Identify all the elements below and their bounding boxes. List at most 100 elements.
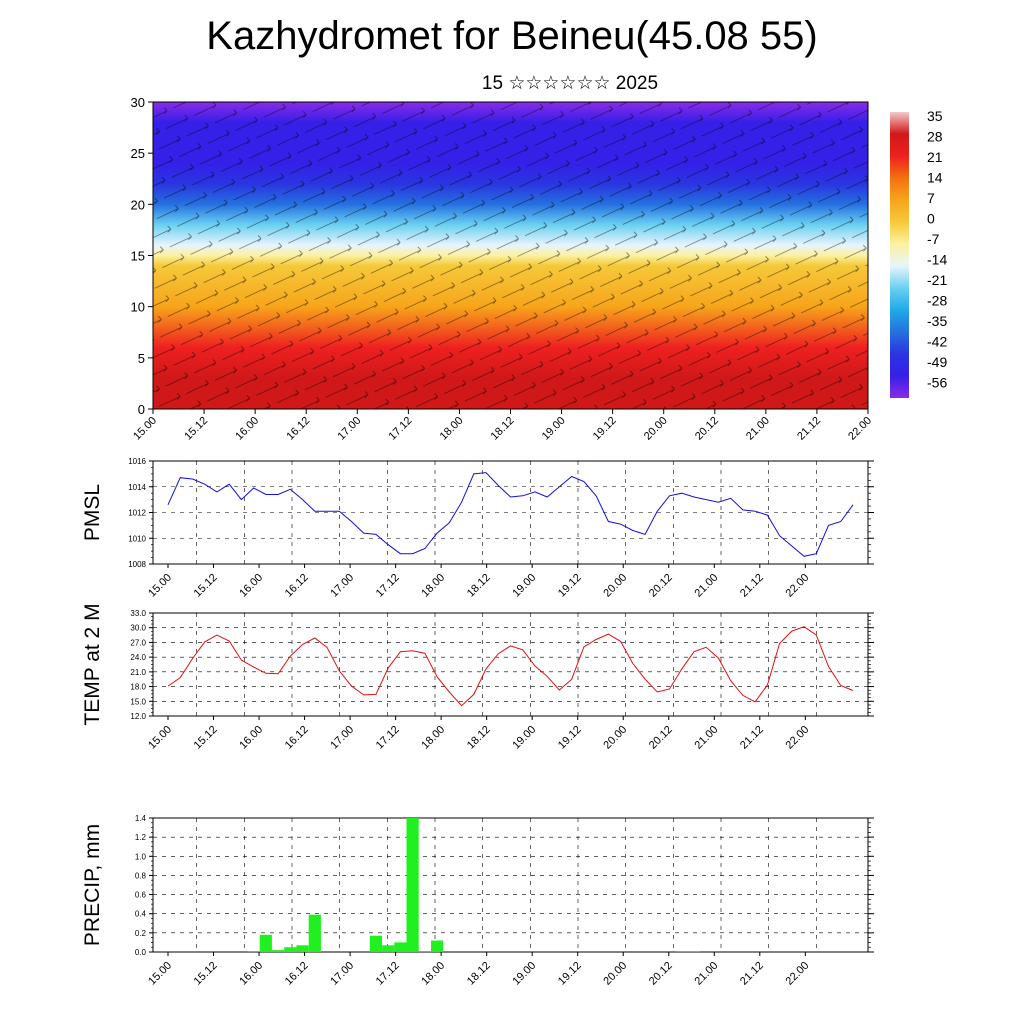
panel-frame xyxy=(152,612,869,717)
x-tick-label: 18.12 xyxy=(465,572,493,600)
panel-frame xyxy=(152,817,869,953)
y-tick-label: 0.2 xyxy=(135,929,147,938)
wind-barbs-overlay xyxy=(153,102,868,409)
x-tick-label: 17.00 xyxy=(328,960,356,988)
x-tick-label: 17.12 xyxy=(374,724,402,752)
y-tick-label: 33.0 xyxy=(130,609,146,618)
x-tick-label: 17.00 xyxy=(335,415,363,443)
y-tick-label: 18.0 xyxy=(130,683,146,692)
cross-section-panel: 0 5 10 15 20 25 30 15.00 15.12 16.00 16.12 17.00 17… xyxy=(131,95,875,443)
y-tick-label: 30 xyxy=(131,95,145,110)
x-tick-label: 17.12 xyxy=(374,572,402,600)
y-tick-label: 1.2 xyxy=(135,833,147,842)
colorbar-label: -49 xyxy=(927,354,947,370)
precip-bar xyxy=(687,951,701,952)
x-tick-label: 21.00 xyxy=(744,415,772,443)
x-tick-label: 15.00 xyxy=(146,572,174,600)
colorbar-label: -35 xyxy=(927,313,947,329)
y-tick-label: 15.0 xyxy=(130,697,146,706)
page-title: Kazhydromet for Beineu(45.08 55) xyxy=(206,14,818,58)
x-tick-label: 20.12 xyxy=(693,415,721,443)
x-tick-label: 15.00 xyxy=(146,960,174,988)
cross-section-y-axis: 0 5 10 15 20 25 30 xyxy=(131,95,153,417)
x-tick-label: 20.00 xyxy=(601,572,629,600)
colorbar-ramp xyxy=(890,112,909,398)
y-tick-label: 0 xyxy=(138,402,145,417)
x-tick-label: 21.12 xyxy=(738,572,766,600)
x-tick-label: 19.12 xyxy=(556,960,584,988)
x-tick-label: 19.12 xyxy=(591,415,619,443)
x-tick-label: 21.12 xyxy=(795,415,823,443)
y-tick-label: 5 xyxy=(138,351,145,366)
x-tick-label: 18.00 xyxy=(419,572,447,600)
y-tick-label: 24.0 xyxy=(130,653,146,662)
x-tick-label: 15.12 xyxy=(192,724,220,752)
x-tick-label: 16.12 xyxy=(284,415,312,443)
x-tick-label: 19.12 xyxy=(556,572,584,600)
x-tick-label: 15.12 xyxy=(182,415,210,443)
y-tick-label: 1008 xyxy=(128,560,146,569)
precip-bar xyxy=(406,818,419,952)
y-tick-label: 21.0 xyxy=(130,668,146,677)
x-tick-label: 22.00 xyxy=(846,415,874,443)
x-tick-label: 15.00 xyxy=(146,724,174,752)
x-tick-label: 20.00 xyxy=(601,960,629,988)
precip-bar xyxy=(394,942,407,952)
x-tick-label: 18.00 xyxy=(419,960,447,988)
precip-bar xyxy=(247,951,260,952)
x-tick-label: 17.00 xyxy=(328,572,356,600)
precip-bar xyxy=(259,934,272,952)
x-tick-label: 22.00 xyxy=(784,724,812,752)
x-tick-label: 20.00 xyxy=(601,724,629,752)
y-tick-label: 30.0 xyxy=(130,624,146,633)
x-tick-label: 19.12 xyxy=(556,724,584,752)
precip-bar xyxy=(296,945,309,952)
x-tick-label: 21.00 xyxy=(692,572,720,600)
x-tick-label: 21.12 xyxy=(738,724,766,752)
x-tick-label: 16.12 xyxy=(283,572,311,600)
x-tick-label: 17.12 xyxy=(387,415,415,443)
y-tick-label: 1014 xyxy=(128,483,146,492)
x-tick-label: 18.00 xyxy=(419,724,447,752)
precip-bar xyxy=(308,914,321,952)
precip-bar xyxy=(382,945,395,952)
pmsl-series-line xyxy=(167,472,854,557)
y-tick-label: 1.4 xyxy=(135,814,147,823)
y-tick-label: 1012 xyxy=(128,509,146,518)
y-tick-label: 0.4 xyxy=(135,910,147,919)
colorbar-label: 28 xyxy=(927,129,943,145)
x-tick-label: 16.12 xyxy=(283,724,311,752)
precip-bar xyxy=(431,940,444,952)
temp-series-line xyxy=(167,626,854,707)
x-tick-label: 15.00 xyxy=(131,415,159,443)
cross-section-x-axis: 15.00 15.12 16.00 16.12 17.00 17.12 18.00 18.12… xyxy=(131,409,874,443)
colorbar-label: -56 xyxy=(927,375,947,391)
pmsl-panel: 1008 1010 1012 1014 1016 15.00 15.12 16.00 16.12… xyxy=(81,457,874,600)
y-tick-label: 0.6 xyxy=(135,891,147,900)
temp-axis-title: TEMP at 2 M xyxy=(81,603,104,725)
x-tick-label: 20.12 xyxy=(647,724,675,752)
y-tick-label: 10 xyxy=(131,300,145,315)
y-tick-label: 1016 xyxy=(128,457,146,466)
x-tick-label: 21.00 xyxy=(692,724,720,752)
y-tick-label: 0.0 xyxy=(135,948,147,957)
y-tick-label: 0.8 xyxy=(135,871,147,880)
precip-bar xyxy=(418,951,431,952)
x-tick-label: 22.00 xyxy=(784,960,812,988)
x-tick-label: 19.00 xyxy=(510,572,538,600)
precip-axis-title: PRECIP, mm xyxy=(81,824,104,946)
x-tick-label: 18.12 xyxy=(465,960,493,988)
x-tick-label: 15.12 xyxy=(192,960,220,988)
y-tick-label: 25 xyxy=(131,146,145,161)
x-tick-label: 16.00 xyxy=(237,724,265,752)
colorbar: 35 28 21 14 7 0 -7 -14 -21 -28 -35 -42 -49 -56 xyxy=(890,108,947,398)
colorbar-label: -28 xyxy=(927,293,947,309)
precip-bar xyxy=(284,947,297,952)
x-tick-label: 16.00 xyxy=(237,572,265,600)
precip-bar xyxy=(675,951,688,952)
y-tick-label: 15 xyxy=(131,249,145,264)
y-tick-label: 1010 xyxy=(128,534,146,543)
x-tick-label: 22.00 xyxy=(784,572,812,600)
x-tick-label: 18.12 xyxy=(465,724,493,752)
